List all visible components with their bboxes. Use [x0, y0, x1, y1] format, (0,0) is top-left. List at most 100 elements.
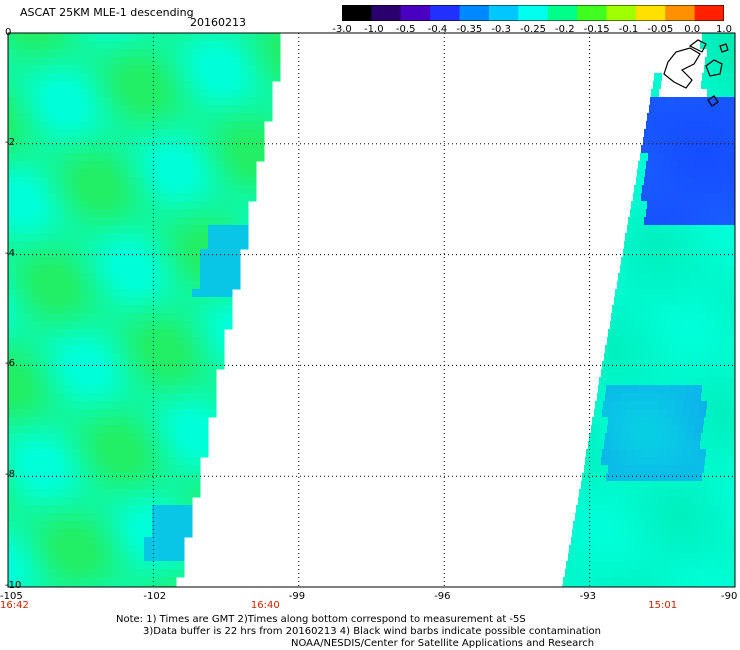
swath-cell — [248, 89, 257, 98]
swath-cell — [32, 529, 41, 538]
swath-cell — [168, 553, 177, 562]
swath-cell — [40, 513, 49, 522]
swath-cell — [72, 217, 81, 226]
swath-cell — [48, 289, 57, 298]
swath-cell — [128, 465, 137, 474]
swath-cell — [136, 457, 145, 466]
swath-cell — [629, 393, 638, 402]
swath-cell — [648, 505, 657, 514]
swath-cell — [718, 385, 727, 394]
swath-cell — [152, 241, 161, 250]
swath-cell — [144, 457, 153, 466]
swath-cell — [128, 457, 137, 466]
swath-cell — [208, 265, 217, 274]
swath-cell — [690, 449, 699, 458]
swath-cell — [729, 369, 735, 378]
swath-cell — [727, 249, 735, 258]
swath-cell — [272, 33, 281, 42]
swath-cell — [56, 289, 65, 298]
swath-cell — [88, 89, 97, 98]
swath-cell — [589, 521, 598, 530]
swath-cell — [729, 105, 735, 114]
swath-cell — [691, 313, 700, 322]
swath-cell — [40, 449, 49, 458]
swath-cell — [672, 153, 681, 162]
swath-cell — [144, 393, 153, 402]
swath-cell — [710, 161, 719, 170]
swath-cell — [200, 161, 209, 170]
swath-cell — [168, 385, 177, 394]
swath-cell — [104, 337, 113, 346]
swath-cell — [645, 257, 654, 266]
swath-cell — [723, 137, 732, 146]
swath-cell — [152, 489, 161, 498]
swath-cell — [112, 297, 121, 306]
swath-cell — [32, 97, 41, 106]
swath-cell — [96, 177, 105, 186]
swath-cell — [685, 345, 694, 354]
swath-cell — [104, 385, 113, 394]
swath-cell — [192, 257, 201, 266]
swath-cell — [618, 273, 627, 282]
swath-cell — [662, 561, 671, 570]
swath-cell — [120, 393, 129, 402]
swath-cell — [721, 545, 730, 554]
swath-cell — [602, 361, 611, 370]
swath-cell — [200, 201, 209, 210]
swath-cell — [72, 417, 81, 426]
swath-cell — [602, 585, 611, 587]
swath-cell — [96, 441, 105, 450]
swath-cell — [96, 425, 105, 434]
swath-cell — [112, 393, 121, 402]
swath-cell — [694, 561, 703, 570]
swath-cell — [8, 177, 17, 186]
swath-cell — [80, 233, 89, 242]
swath-cell — [40, 417, 49, 426]
swath-cell — [658, 185, 667, 194]
swath-cell — [729, 545, 735, 554]
swath-cell — [8, 145, 17, 154]
swath-cell — [248, 129, 257, 138]
swath-cell — [671, 513, 680, 522]
swath-cell — [120, 185, 129, 194]
swath-cell — [152, 353, 161, 362]
swath-cell — [272, 73, 281, 82]
swath-cell — [32, 345, 41, 354]
swath-cell — [200, 433, 209, 442]
swath-cell — [176, 241, 185, 250]
swath-cell — [40, 41, 49, 50]
swath-cell — [689, 105, 698, 114]
swath-cell — [136, 33, 145, 42]
swath-cell — [144, 281, 153, 290]
swath-cell — [48, 465, 57, 474]
swath-cell — [577, 545, 586, 554]
swath-cell — [709, 345, 718, 354]
swath-cell — [627, 577, 636, 586]
swath-cell — [619, 489, 628, 498]
swath-cell — [64, 529, 73, 538]
swath-cell — [96, 369, 105, 378]
swath-cell — [200, 273, 209, 282]
swath-cell — [728, 465, 735, 474]
swath-cell — [72, 513, 81, 522]
swath-cell — [88, 321, 97, 330]
swath-cell — [667, 225, 676, 234]
swath-cell — [658, 273, 667, 282]
swath-cell — [184, 201, 193, 210]
swath-cell — [184, 217, 193, 226]
swath-cell — [168, 449, 177, 458]
swath-cell — [616, 329, 625, 338]
swath-cell — [24, 425, 33, 434]
swath-cell — [608, 329, 617, 338]
swath-cell — [721, 233, 730, 242]
swath-cell — [24, 345, 33, 354]
swath-cell — [48, 217, 57, 226]
swath-cell — [152, 441, 161, 450]
swath-cell — [682, 449, 691, 458]
swath-cell — [8, 377, 17, 386]
swath-cell — [8, 41, 17, 50]
swath-cell — [224, 257, 233, 266]
swath-cell — [120, 401, 129, 410]
colorbar-tick-label: 1.0 — [716, 24, 732, 35]
time-label: 16:42 — [0, 600, 29, 611]
